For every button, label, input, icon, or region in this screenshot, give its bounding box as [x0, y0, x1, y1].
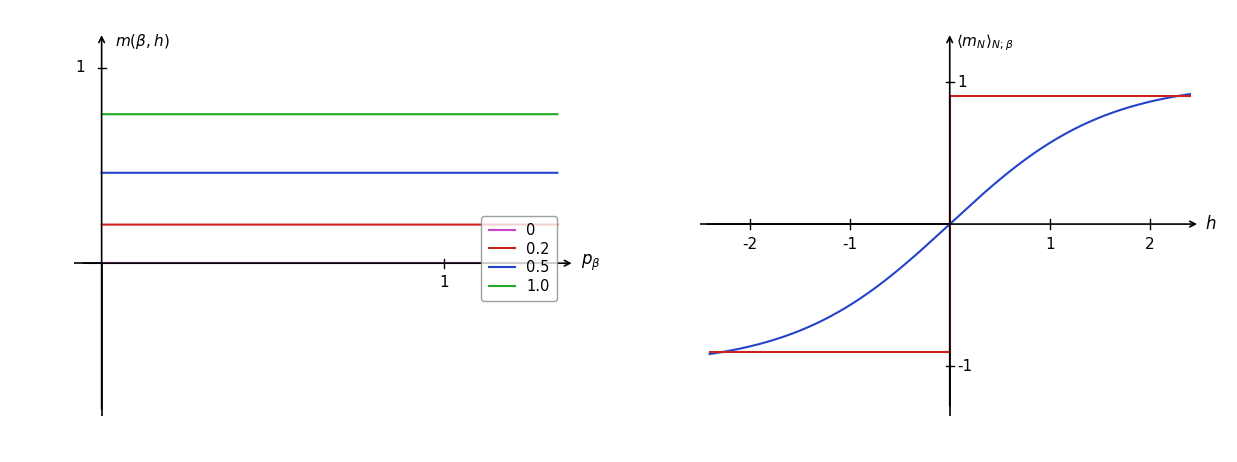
Text: $h$: $h$: [1205, 215, 1216, 233]
Text: $\langle m_N \rangle_{N;\beta}$: $\langle m_N \rangle_{N;\beta}$: [956, 32, 1013, 53]
Legend: 0, 0.2, 0.5, 1.0: 0, 0.2, 0.5, 1.0: [481, 216, 557, 301]
Text: 2: 2: [1145, 237, 1154, 252]
Text: -1: -1: [842, 237, 857, 252]
Text: -2: -2: [742, 237, 757, 252]
Text: -1: -1: [957, 359, 972, 374]
Text: 1: 1: [957, 74, 967, 90]
Text: 1: 1: [1045, 237, 1055, 252]
Text: $p_\beta$: $p_\beta$: [581, 253, 601, 274]
Text: $m(\beta, h)$: $m(\beta, h)$: [115, 32, 169, 51]
Text: 1: 1: [75, 60, 84, 75]
Text: 1: 1: [439, 275, 449, 290]
